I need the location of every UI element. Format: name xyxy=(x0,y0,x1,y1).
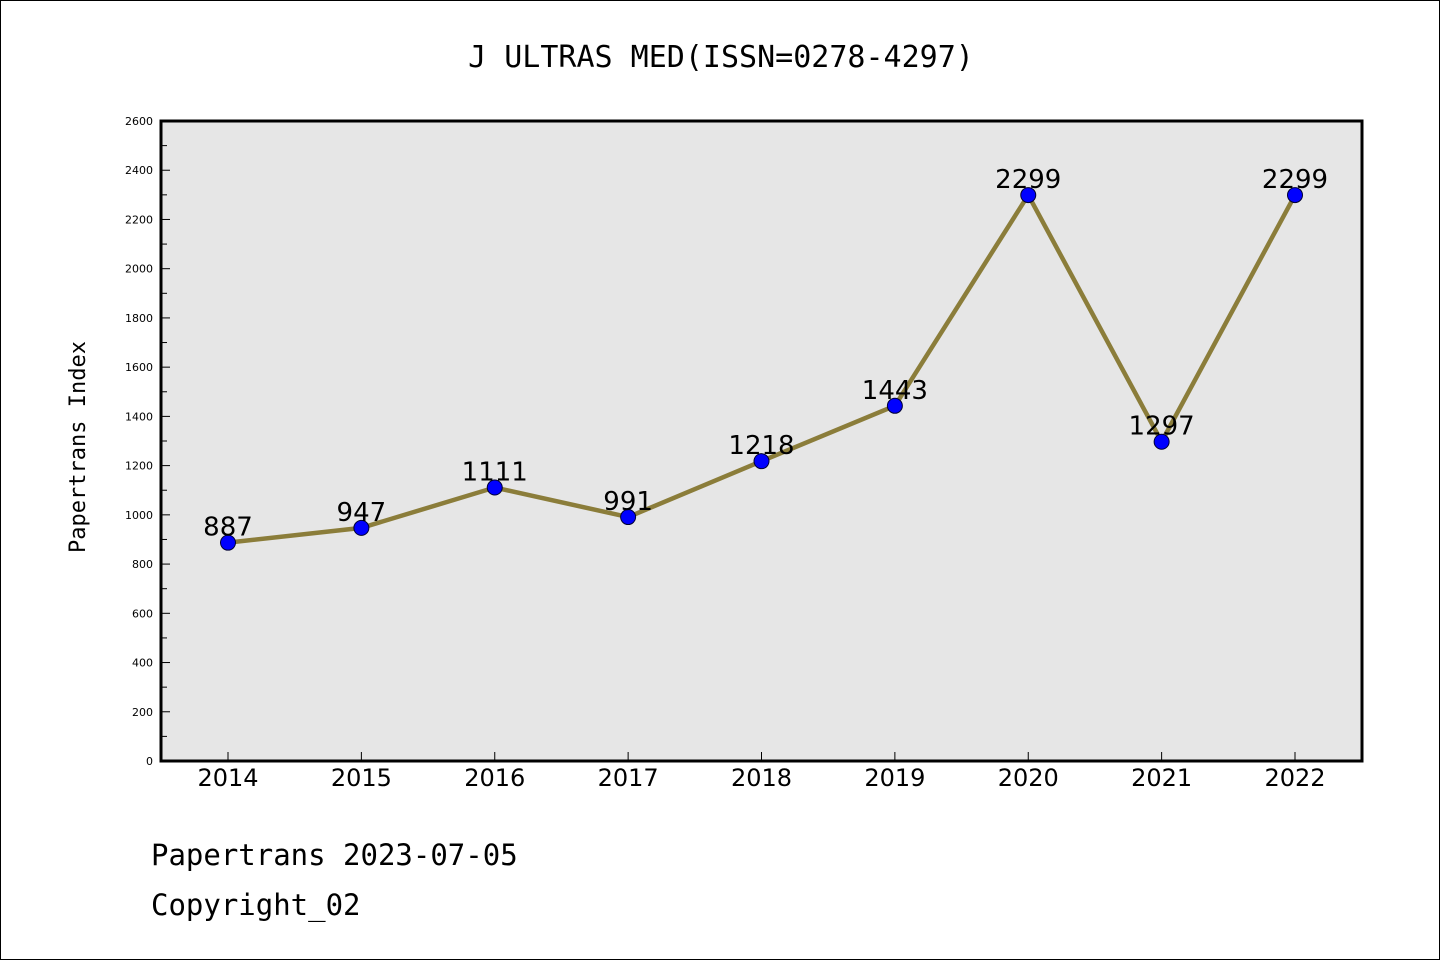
y-tick-label: 2600 xyxy=(125,115,153,128)
x-tick-label: 2014 xyxy=(197,764,258,792)
data-point xyxy=(486,479,503,496)
y-axis-label: Papertrans Index xyxy=(66,341,91,553)
y-tick-label: 2200 xyxy=(125,213,153,226)
x-tick-label: 2015 xyxy=(331,764,392,792)
chart-title: J ULTRAS MED(ISSN=0278-4297) xyxy=(468,40,974,75)
y-tick-label: 600 xyxy=(132,607,153,620)
data-point xyxy=(353,519,370,536)
y-tick-label: 1600 xyxy=(125,361,153,374)
data-point xyxy=(620,509,637,526)
plot-border xyxy=(159,119,1364,763)
y-tick-label: 2400 xyxy=(125,164,153,177)
x-tick-label: 2018 xyxy=(731,764,792,792)
data-label: 1111 xyxy=(462,458,528,488)
data-label: 1297 xyxy=(1129,412,1195,442)
data-point xyxy=(1287,187,1303,204)
data-point xyxy=(886,397,903,414)
x-tick-label: 2016 xyxy=(464,764,525,792)
y-tick-label: 1800 xyxy=(125,312,153,325)
data-point xyxy=(220,534,236,551)
x-tick-label: 2022 xyxy=(1264,764,1325,792)
y-tick-label: 200 xyxy=(132,706,153,719)
data-label: 1218 xyxy=(728,431,794,461)
data-point xyxy=(1020,187,1037,204)
x-tick-label: 2019 xyxy=(864,764,925,792)
data-label: 947 xyxy=(337,498,387,528)
footer-copyright: Copyright_02 xyxy=(151,888,361,923)
x-axis: 2014 2015 2016 2017 2018 2019 2020 2021 2022 xyxy=(197,752,1326,792)
y-tick-label: 1000 xyxy=(125,509,153,522)
footer-date: Papertrans 2023-07-05 xyxy=(151,838,518,872)
data-point xyxy=(753,453,770,470)
y-tick-label: 0 xyxy=(146,755,153,768)
x-tick-label: 2017 xyxy=(598,764,659,792)
y-tick-label: 800 xyxy=(132,558,153,571)
data-label: 887 xyxy=(203,513,253,543)
x-tick-label: 2021 xyxy=(1131,764,1192,792)
x-tick-label: 2020 xyxy=(998,764,1059,792)
data-point xyxy=(1153,433,1170,450)
data-label-group: 887 947 1111 991 1218 1443 2299 1297 2299 xyxy=(203,165,1328,543)
y-tick-label: 400 xyxy=(132,657,153,670)
y-tick-label: 1400 xyxy=(125,410,153,423)
y-tick-label: 1200 xyxy=(125,460,153,473)
data-label: 2299 xyxy=(995,165,1061,195)
data-label: 991 xyxy=(603,487,653,517)
y-tick-label: 2000 xyxy=(125,263,153,276)
data-label: 1443 xyxy=(862,376,928,406)
series-line-group xyxy=(220,187,1303,551)
data-label: 2299 xyxy=(1262,165,1328,195)
